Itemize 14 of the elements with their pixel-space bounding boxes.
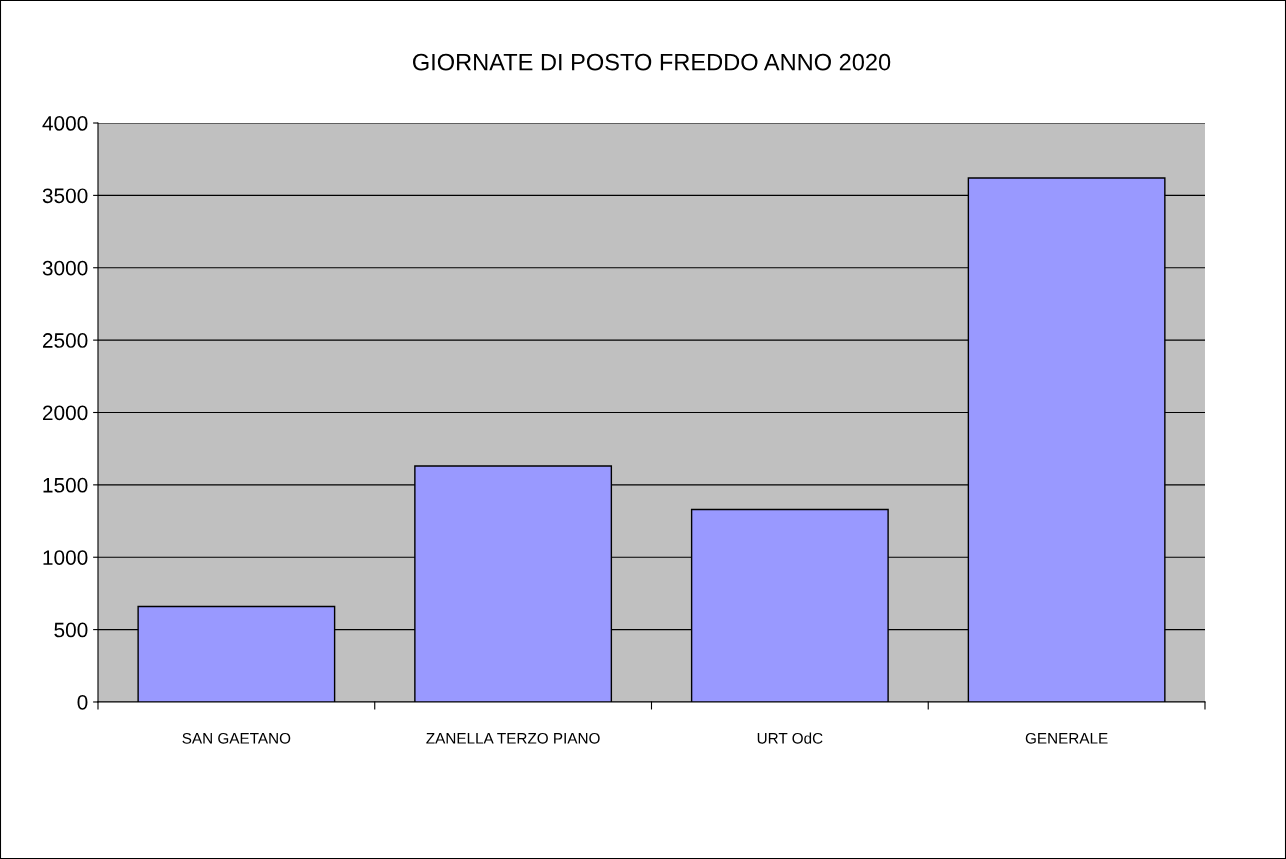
y-tick-label: 4000: [42, 116, 88, 131]
y-tick-label: 3500: [42, 188, 88, 204]
x-tick-label: ZANELLA TERZO PIANO: [426, 732, 600, 744]
x-tick-label: SAN GAETANO: [182, 732, 291, 744]
x-tick-label: GENERALE: [1025, 732, 1108, 744]
y-tick-label: 3000: [42, 260, 88, 276]
y-tick-label: 1000: [43, 550, 88, 565]
chart-title: GIORNATE DI POSTO FREDDO ANNO 2020: [413, 53, 891, 71]
y-tick-label: 2500: [42, 333, 88, 348]
y-tick-label: 2000: [42, 405, 88, 421]
y-tick-label: 1500: [43, 477, 88, 493]
y-tick-label: 500: [54, 622, 88, 638]
x-tick-label: URT OdC: [757, 732, 823, 744]
y-tick-label: 0: [77, 694, 88, 710]
